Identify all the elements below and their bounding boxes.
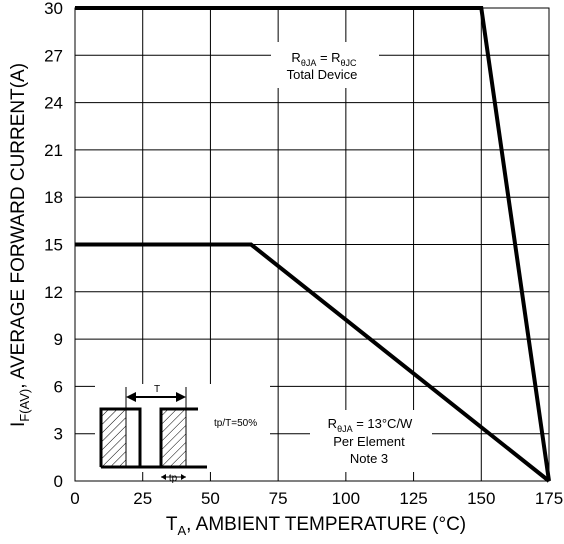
- y-tick-label-24: 24: [44, 94, 63, 113]
- x-tick-label-50: 50: [201, 489, 220, 508]
- y-tick-label-0: 0: [54, 472, 63, 491]
- x-tick-label-150: 150: [467, 489, 495, 508]
- annotation-1-line-1: RθJA = RθJC: [291, 50, 357, 68]
- annotation-2-line-2: Per Element: [333, 434, 405, 449]
- x-tick-label-125: 125: [399, 489, 427, 508]
- annotation-2-line-1: RθJA = 13°C/W: [328, 416, 413, 434]
- y-axis-title: IF(AV), AVERAGE FORWARD CURRENT(A): [8, 63, 32, 427]
- duty-cycle-label: tp/T=50%: [214, 418, 257, 429]
- x-tick-label-100: 100: [332, 489, 360, 508]
- x-tick-label-25: 25: [133, 489, 152, 508]
- y-tick-label-18: 18: [44, 188, 63, 207]
- x-tick-label-175: 175: [535, 489, 563, 508]
- annotation-1-bg: [271, 42, 379, 88]
- period-label: T: [154, 384, 160, 395]
- x-axis-title: TA, AMBIENT TEMPERATURE (°C): [166, 514, 466, 538]
- pulse-width-head-left: [161, 474, 166, 480]
- y-tick-label-3: 3: [54, 425, 63, 444]
- y-tick-label-9: 9: [54, 330, 63, 349]
- y-tick-label-6: 6: [54, 377, 63, 396]
- plot-frame: [74, 7, 550, 482]
- x-tick-label-75: 75: [269, 489, 288, 508]
- y-tick-label-27: 27: [44, 46, 63, 65]
- pulse-2-hatch: [160, 408, 187, 468]
- period-arrow-head-right: [176, 392, 186, 402]
- pulse-width-label: tp: [169, 473, 178, 484]
- y-tick-label-15: 15: [44, 236, 63, 255]
- annotation-1-line-2: Total Device: [287, 67, 358, 82]
- pulse-inset: T tp tp/T=50%: [95, 384, 270, 484]
- pulse-width-bg: [162, 470, 186, 482]
- x-tick-label-0: 0: [70, 489, 79, 508]
- tick-labels: 0 25 50 75 100 125 150 175 0 3 6 9 12 15 18 21 24 27 30: [44, 0, 563, 508]
- series-line-2: [75, 242, 551, 483]
- pulse-width-head-right: [181, 474, 186, 480]
- annotation-2-line-3: Note 3: [350, 451, 388, 466]
- pulse-1-hatch: [100, 408, 127, 468]
- y-tick-label-12: 12: [44, 283, 63, 302]
- y-tick-label-30: 30: [44, 0, 63, 18]
- period-arrow-head-left: [126, 392, 136, 402]
- y-tick-label-21: 21: [44, 141, 63, 160]
- annotation-2-bg: [310, 410, 432, 472]
